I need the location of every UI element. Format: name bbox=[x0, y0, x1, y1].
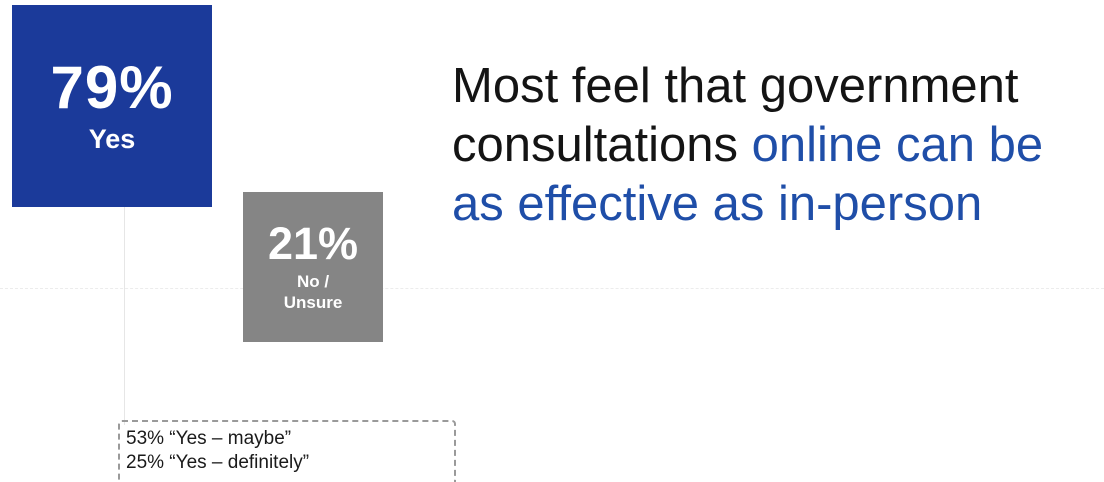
no-unsure-label-line2: Unsure bbox=[283, 292, 343, 312]
headline-part-1: Most feel that government consultations bbox=[452, 59, 1019, 172]
connector-line bbox=[124, 207, 125, 425]
headline-highlight: online can be as effective as in-person bbox=[452, 118, 1044, 231]
yes-label: Yes bbox=[88, 123, 136, 154]
no-unsure-percent: 21% bbox=[267, 218, 359, 270]
background-divider bbox=[0, 288, 1104, 289]
yes-percent: 79% bbox=[50, 53, 174, 121]
yes-breakdown-box: 53% “Yes – maybe” 25% “Yes – definitely” bbox=[118, 420, 456, 482]
no-unsure-bar: 21% No / Unsure bbox=[243, 192, 383, 342]
breakdown-line-definitely: 25% “Yes – definitely” bbox=[126, 452, 310, 473]
yes-bar: 79% Yes bbox=[12, 5, 212, 207]
breakdown-line-maybe: 53% “Yes – maybe” bbox=[126, 428, 292, 449]
no-unsure-label: No / Unsure bbox=[284, 272, 343, 313]
headline: Most feel that government consultations … bbox=[452, 57, 1102, 234]
no-unsure-label-line1: No / bbox=[296, 272, 330, 292]
